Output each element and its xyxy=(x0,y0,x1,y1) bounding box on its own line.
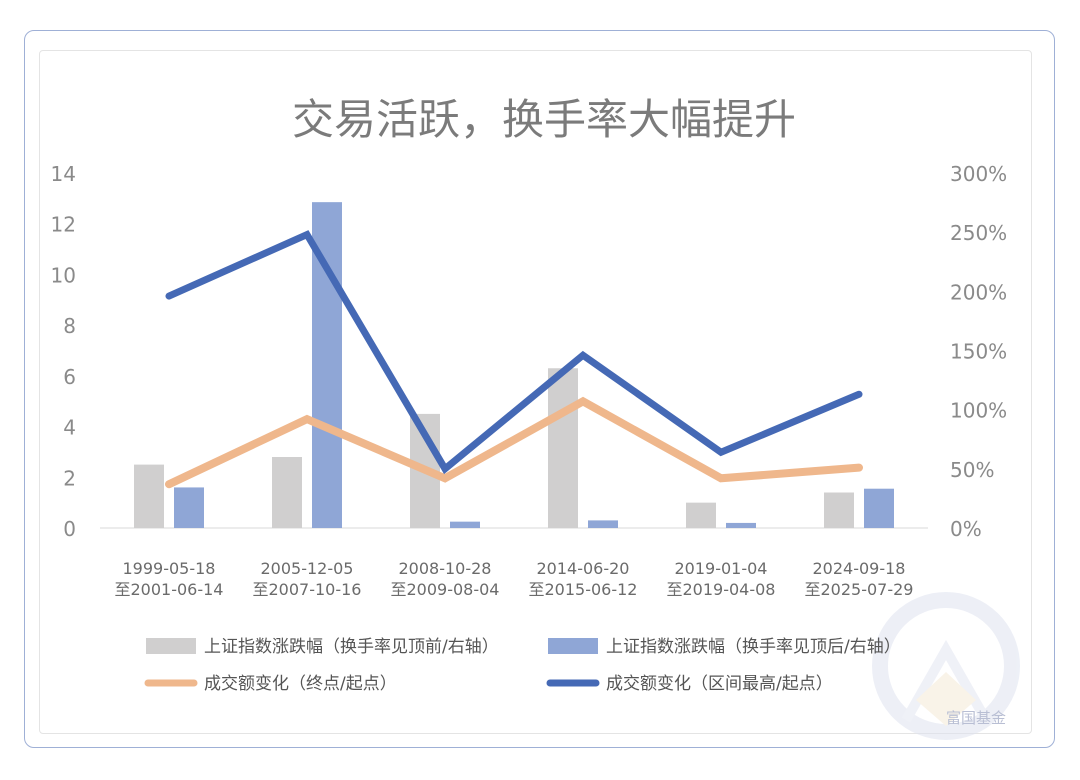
right-tick-label: 0% xyxy=(950,517,982,541)
bar-series-1 xyxy=(134,464,164,528)
bar-series-2 xyxy=(450,521,480,528)
left-tick-label: 0 xyxy=(63,517,76,541)
bar-series-2 xyxy=(174,487,204,528)
chart-panel xyxy=(39,50,1032,734)
right-tick-label: 50% xyxy=(950,458,994,482)
bar-series-1 xyxy=(686,502,716,528)
left-tick-label: 4 xyxy=(63,416,76,440)
bar-series-1 xyxy=(272,457,302,528)
legend-label: 成交额变化（终点/起点） xyxy=(204,674,397,694)
legend-label: 上证指数涨跌幅（换手率见顶后/右轴） xyxy=(606,637,901,657)
left-tick-label: 6 xyxy=(63,365,76,389)
legend-swatch xyxy=(548,638,598,654)
watermark-logo xyxy=(872,592,1020,740)
left-tick-label: 8 xyxy=(63,314,76,338)
left-tick-label: 10 xyxy=(51,263,76,287)
right-axis: 0% 50% 100% 150% 200% 250% 300% xyxy=(950,162,1007,541)
line-series-2 xyxy=(165,230,863,475)
left-axis: 0 2 4 6 8 10 12 14 xyxy=(51,162,76,541)
legend-swatch xyxy=(146,638,196,654)
bar-series-1 xyxy=(548,368,578,528)
bar-series-2 xyxy=(588,520,618,528)
outer-frame xyxy=(24,30,1055,748)
x-tick-label: 2008-10-28 至2009-08-04 xyxy=(391,559,500,599)
right-tick-label: 250% xyxy=(950,221,1007,245)
x-tick-label: 2005-12-05 至2007-10-16 xyxy=(253,559,362,599)
x-tick-label: 2024-09-18 至2025-07-29 xyxy=(805,559,914,599)
legend: 上证指数涨跌幅（换手率见顶前/右轴） 上证指数涨跌幅（换手率见顶后/右轴） 成交额变… xyxy=(144,637,901,694)
left-tick-label: 2 xyxy=(63,466,76,490)
chart-title: 交易活跃，换手率大幅提升 xyxy=(292,95,796,144)
x-tick-label: 1999-05-18 至2001-06-14 xyxy=(115,559,224,599)
bar-series-2 xyxy=(726,522,756,528)
bars xyxy=(134,202,894,529)
x-tick-label: 2014-06-20 至2015-06-12 xyxy=(529,559,638,599)
left-tick-label: 14 xyxy=(51,162,76,186)
watermark-text: 富国基金 xyxy=(946,709,1006,727)
x-tick-label: 2019-01-04 至2019-04-08 xyxy=(667,559,776,599)
right-tick-label: 150% xyxy=(950,340,1007,364)
left-tick-label: 12 xyxy=(51,213,76,237)
x-axis-labels: 1999-05-18 至2001-06-14 2005-12-05 至2007-10-… xyxy=(115,559,914,599)
lines xyxy=(165,230,863,489)
legend-label: 上证指数涨跌幅（换手率见顶前/右轴） xyxy=(204,637,499,657)
bar-series-1 xyxy=(824,492,854,528)
line-series-1 xyxy=(165,396,863,489)
right-tick-label: 200% xyxy=(950,280,1007,304)
legend-label: 成交额变化（区间最高/起点） xyxy=(606,674,833,694)
bar-series-2 xyxy=(864,488,894,528)
right-tick-label: 300% xyxy=(950,162,1007,186)
right-tick-label: 100% xyxy=(950,399,1007,423)
